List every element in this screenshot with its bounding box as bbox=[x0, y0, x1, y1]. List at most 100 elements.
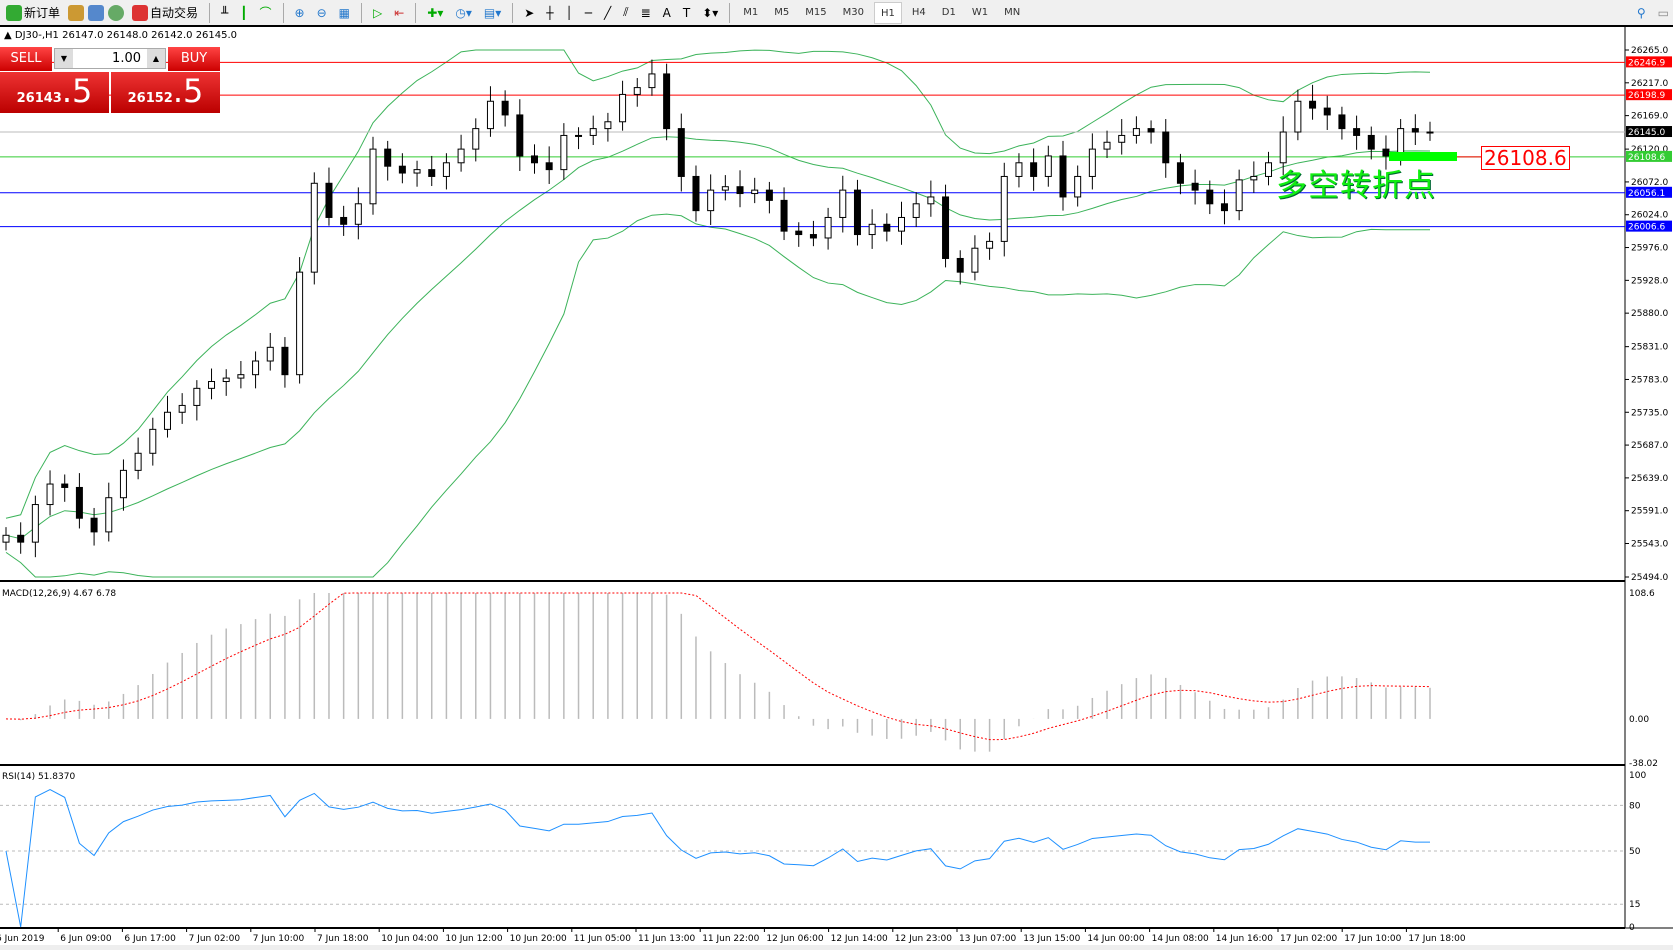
sell-price[interactable]: 26143.5 bbox=[0, 72, 109, 113]
candle-body bbox=[193, 387, 201, 406]
time-tick-label: 12 Jun 06:00 bbox=[766, 934, 823, 944]
horizontal-scrollbar bbox=[0, 945, 1673, 950]
time-tick-label: 12 Jun 23:00 bbox=[895, 934, 952, 944]
timeframe-m5[interactable]: M5 bbox=[774, 6, 790, 18]
price-line-label: 26246.9 bbox=[1628, 58, 1665, 68]
candle-body bbox=[46, 483, 54, 506]
price-tick-label: 25783.0 bbox=[1631, 375, 1668, 385]
candle-body bbox=[1367, 134, 1375, 150]
horizontal-line-icon[interactable]: ─ bbox=[584, 5, 592, 20]
separator bbox=[415, 2, 417, 23]
rsi-tick-label: 100 bbox=[1629, 771, 1646, 781]
price-tick-label: 26265.0 bbox=[1631, 46, 1668, 56]
signals-icon[interactable] bbox=[108, 4, 125, 21]
bollinger-middle bbox=[5, 136, 1431, 540]
time-tick-label: 17 Jun 02:00 bbox=[1280, 934, 1337, 944]
price-tick-label: 26169.0 bbox=[1631, 112, 1668, 122]
autoscroll-icon[interactable]: ▷ bbox=[372, 5, 383, 20]
timeframe-m15[interactable]: M15 bbox=[805, 6, 827, 18]
candle-body bbox=[1309, 100, 1317, 109]
candle-body bbox=[1382, 148, 1390, 157]
auto-trading-icon bbox=[132, 4, 149, 21]
candle-body bbox=[369, 148, 377, 205]
price-tick-label: 25735.0 bbox=[1631, 408, 1668, 418]
timeframe-h1[interactable]: H1 bbox=[874, 1, 902, 24]
cursor-icon[interactable]: ➤ bbox=[524, 5, 535, 20]
time-tick-label: 11 Jun 22:00 bbox=[702, 934, 759, 944]
candle-body bbox=[486, 100, 494, 130]
candle-body bbox=[134, 452, 142, 471]
timeframe-h4[interactable]: H4 bbox=[911, 6, 926, 18]
price-tick-label: 25687.0 bbox=[1631, 441, 1668, 451]
candlestick-icon[interactable]: ┃ bbox=[240, 5, 248, 20]
time-tick-label: 6 Jun 17:00 bbox=[124, 934, 176, 944]
time-tick-label: 7 Jun 18:00 bbox=[317, 934, 369, 944]
candle-body bbox=[1294, 100, 1302, 133]
arrows-icon[interactable]: ⬍▾ bbox=[702, 5, 719, 20]
buy-button[interactable]: BUY bbox=[168, 47, 220, 71]
lot-size-input[interactable]: 1.00 bbox=[112, 51, 141, 66]
crosshair-icon[interactable]: ┼ bbox=[546, 5, 554, 20]
candle-body bbox=[281, 346, 289, 376]
text-label-icon[interactable]: T bbox=[682, 5, 691, 20]
candle-body bbox=[707, 189, 715, 212]
candle-body bbox=[17, 534, 25, 543]
search-icon[interactable]: ⚲ bbox=[1636, 5, 1646, 20]
time-tick-label: 11 Jun 13:00 bbox=[638, 934, 695, 944]
candle-body bbox=[633, 87, 641, 95]
bar-chart-icon[interactable]: ╨ bbox=[221, 5, 229, 20]
price-tick-label: 26024.0 bbox=[1631, 211, 1668, 221]
chart-shift-icon[interactable]: ⇤ bbox=[394, 5, 405, 20]
periods-icon[interactable]: ◷▾ bbox=[455, 5, 472, 20]
candle-body bbox=[252, 360, 260, 376]
vertical-line-icon[interactable]: │ bbox=[565, 5, 573, 20]
chart-canvas[interactable]: 26265.0 26217.0 26169.0 26120.0 26072.0 26024… bbox=[0, 27, 1673, 950]
price-tick-label: 25543.0 bbox=[1631, 540, 1668, 550]
price-line-tag bbox=[1626, 89, 1672, 101]
buy-price[interactable]: 26152.5 bbox=[111, 72, 220, 113]
timeframe-mn[interactable]: MN bbox=[1004, 6, 1021, 18]
lot-decrease-button[interactable]: ▼ bbox=[55, 49, 73, 68]
trendline-icon[interactable]: ╱ bbox=[604, 5, 612, 20]
tile-windows-icon[interactable]: ▦ bbox=[338, 5, 350, 20]
rsi-tick-label: 50 bbox=[1629, 847, 1641, 857]
text-icon[interactable]: A bbox=[662, 5, 671, 20]
mailbox-icon[interactable] bbox=[88, 4, 105, 21]
sell-button[interactable]: SELL bbox=[0, 47, 52, 71]
templates-icon[interactable]: ▤▾ bbox=[483, 5, 502, 20]
zoom-in-icon[interactable]: ⊕ bbox=[294, 5, 305, 20]
candle-body bbox=[105, 497, 113, 533]
candle-body bbox=[545, 162, 553, 171]
zoom-out-icon[interactable]: ⊖ bbox=[316, 5, 327, 20]
candle-body bbox=[61, 483, 69, 488]
timeframe-d1[interactable]: D1 bbox=[941, 6, 956, 18]
equidistant-channel-icon[interactable]: ⫽ bbox=[623, 5, 629, 19]
lot-size-stepper[interactable]: ▼ 1.00 ▲ bbox=[54, 48, 166, 69]
chat-icon[interactable]: ▭ bbox=[1657, 5, 1669, 20]
candle-body bbox=[222, 377, 230, 383]
lot-increase-button[interactable]: ▲ bbox=[147, 49, 165, 68]
indicators-icon[interactable]: ✚▾ bbox=[427, 5, 444, 20]
candle-body bbox=[384, 148, 392, 167]
timeframe-m1[interactable]: M1 bbox=[743, 6, 759, 18]
new-order-button[interactable]: 新订单 bbox=[2, 2, 64, 24]
line-chart-icon[interactable]: ⌒ bbox=[259, 6, 272, 20]
candle-body bbox=[809, 234, 817, 239]
candle-body bbox=[1088, 148, 1096, 177]
bollinger-lower bbox=[5, 213, 1431, 578]
candle-body bbox=[1074, 175, 1082, 198]
candle-body bbox=[1279, 131, 1287, 164]
price-tick-label: 25639.0 bbox=[1631, 474, 1668, 484]
time-tick-label: 10 Jun 04:00 bbox=[381, 934, 438, 944]
candle-body bbox=[163, 411, 171, 430]
candle-body bbox=[883, 223, 891, 232]
candle-body bbox=[942, 196, 950, 259]
candle-body bbox=[398, 165, 406, 174]
timeframe-m30[interactable]: M30 bbox=[842, 6, 865, 18]
fibonacci-icon[interactable]: ≣ bbox=[640, 5, 651, 20]
history-center-icon[interactable] bbox=[68, 4, 85, 21]
auto-trading-button[interactable]: 自动交易 bbox=[128, 2, 202, 24]
macd-tick-label: -38.02 bbox=[1629, 759, 1658, 769]
candle-body bbox=[868, 223, 876, 236]
timeframe-w1[interactable]: W1 bbox=[971, 6, 989, 18]
